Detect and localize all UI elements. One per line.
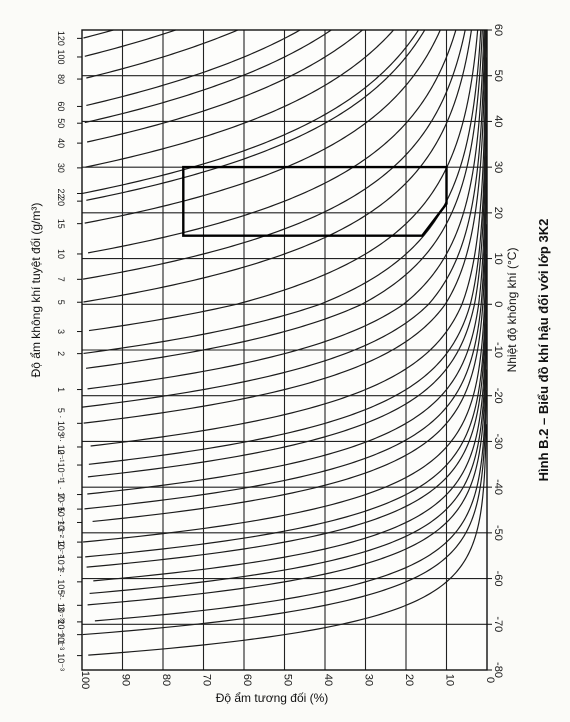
humidity-curve: [88, 424, 487, 656]
humidity-curve: [87, 29, 457, 254]
absolute-humidity-tick-label: 3 · 10⁻³: [56, 607, 66, 638]
right-axis-title: Nhiệt độ không khí (°C): [505, 248, 519, 373]
temperature-axis-ticks: -80 -70 -60 -50 -40 -30 -20 -10 0 10 20 30 40 50 60: [487, 24, 504, 678]
humidity-curve: [84, 155, 487, 510]
absolute-humidity-tick-label: 120: [56, 31, 66, 46]
temperature-tick-label: -10: [492, 342, 504, 358]
humidity-curves: [82, 29, 487, 656]
humidity-curve: [82, 29, 486, 408]
absolute-humidity-tick-label: 50: [56, 118, 66, 128]
humidity-curve: [83, 29, 487, 424]
absolute-humidity-tick-label: 2 · 10⁻³: [56, 619, 66, 650]
absolute-humidity-tick-label: 20: [56, 196, 66, 206]
x-axis-ticks: 100 90 80 70 60 50 40 30 20 10 0: [79, 671, 496, 689]
absolute-humidity-tick-label: 1 · 10⁻¹: [56, 479, 66, 510]
temperature-tick-label: 0: [492, 301, 504, 307]
x-tick-label: 100: [79, 671, 91, 689]
temperature-tick-label: 10: [492, 252, 504, 264]
x-tick-label: 0: [484, 677, 496, 683]
absolute-humidity-tick-label: 3 · 10⁻²: [56, 527, 66, 558]
absolute-humidity-tick-label: 60: [56, 101, 66, 111]
temperature-tick-label: -50: [492, 525, 504, 541]
humidity-curve: [88, 29, 479, 332]
x-tick-label: 20: [403, 674, 415, 686]
absolute-humidity-tick-label: 3 · 10⁻¹: [56, 432, 66, 463]
temperature-tick-label: 50: [492, 70, 504, 82]
humidity-curve: [85, 29, 395, 168]
temperature-tick-label: -80: [492, 662, 504, 678]
temperature-tick-label: -70: [492, 616, 504, 632]
absolute-humidity-tick-label: 5: [56, 300, 66, 305]
absolute-humidity-tick-label: 2 · 10⁻¹: [56, 450, 66, 481]
x-tick-label: 90: [120, 674, 132, 686]
temperature-tick-label: -40: [492, 479, 504, 495]
humidity-curve: [85, 29, 483, 369]
absolute-humidity-tick-label: 40: [56, 138, 66, 148]
absolute-humidity-tick-label: 15: [56, 219, 66, 229]
temperature-tick-label: -20: [492, 388, 504, 404]
figure-caption: Hình B.2 – Biểu đồ khí hậu đối với lớp 3…: [536, 219, 551, 482]
humidity-curve: [86, 29, 426, 201]
temperature-tick-label: 60: [492, 24, 504, 36]
humidity-curve: [83, 29, 482, 355]
absolute-humidity-tick-label: 2: [56, 351, 66, 356]
humidity-curve: [82, 389, 487, 636]
absolute-humidity-tick-label: 2 · 10⁻²: [56, 542, 66, 573]
humidity-curve: [87, 123, 487, 495]
climate-zone-3k2: [182, 165, 448, 237]
absolute-humidity-tick-label: 3: [56, 329, 66, 334]
absolute-humidity-tick-label: 80: [56, 74, 66, 84]
absolute-humidity-tick-label: 7: [56, 277, 66, 282]
x-tick-label: 70: [201, 674, 213, 686]
temperature-tick-label: -60: [492, 571, 504, 587]
absolute-humidity-tick-label: 1 · 10⁻³: [56, 640, 66, 671]
humidity-curve: [87, 341, 487, 606]
humidity-curve: [94, 369, 487, 622]
humidity-curve: [87, 29, 485, 390]
x-tick-label: 10: [444, 674, 456, 686]
humidity-curve: [83, 224, 487, 543]
x-tick-label: 40: [322, 674, 334, 686]
humidity-curve: [89, 323, 487, 595]
humidity-curve: [86, 29, 363, 143]
humidity-curve: [93, 303, 487, 582]
absolute-humidity-axis-ticks: 1 · 10⁻³2 · 10⁻³3 · 10⁻³5 · 10⁻³1 · 10⁻²…: [56, 31, 82, 671]
x-tick-label: 30: [363, 674, 375, 686]
left-axis-title: Độ ẩm không khí tuyệt đối (g/m³): [29, 203, 43, 378]
temperature-tick-label: -30: [492, 433, 504, 449]
absolute-humidity-tick-label: 5 · 10⁻¹: [56, 408, 66, 439]
x-tick-label: 50: [282, 674, 294, 686]
absolute-humidity-tick-label: 7 · 10⁻²: [56, 494, 66, 525]
absolute-humidity-tick-label: 30: [56, 163, 66, 173]
humidity-curve: [84, 29, 441, 224]
humidity-curve: [92, 183, 487, 523]
humidity-curve: [84, 29, 176, 57]
x-tick-label: 60: [241, 674, 253, 686]
humidity-curve: [88, 57, 487, 465]
absolute-humidity-tick-label: 100: [56, 49, 66, 64]
temperature-tick-label: 20: [492, 207, 504, 219]
x-tick-label: 80: [160, 674, 172, 686]
humidity-curve: [84, 29, 332, 124]
humidity-curve: [82, 29, 466, 280]
humidity-curve: [86, 29, 239, 79]
humidity-curve: [86, 29, 301, 107]
temperature-tick-label: 40: [492, 115, 504, 127]
humidity-curve: [90, 29, 487, 447]
temperature-tick-label: 30: [492, 161, 504, 173]
absolute-humidity-tick-label: 10: [56, 249, 66, 259]
absolute-humidity-tick-label: 5 · 10⁻³: [56, 590, 66, 621]
absolute-humidity-tick-label: 22: [56, 188, 66, 198]
x-axis-title: Độ ẩm tương đối (%): [216, 691, 329, 705]
climate-zone-outline: [182, 165, 448, 237]
absolute-humidity-tick-label: 5 · 10⁻²: [56, 507, 66, 538]
humidity-curve: [83, 29, 114, 39]
humidity-curve: [85, 253, 487, 558]
absolute-humidity-tick-label: 1 · 10⁻²: [56, 566, 66, 597]
absolute-humidity-tick-label: 1: [56, 387, 66, 392]
